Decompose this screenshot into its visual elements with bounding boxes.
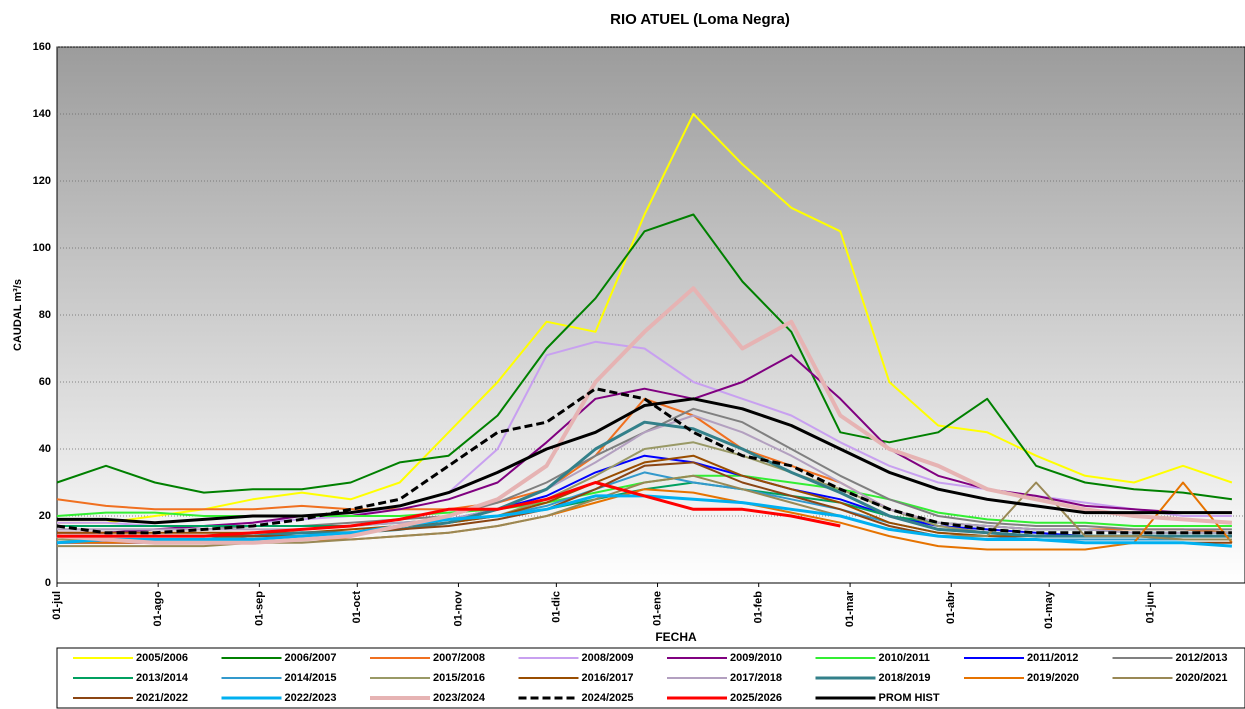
legend-label: 2019/2020 xyxy=(1027,672,1079,684)
x-tick-label: 01-nov xyxy=(452,590,464,626)
x-tick-label: 01-jul xyxy=(51,591,63,620)
x-tick-label: 01-dic xyxy=(550,591,562,623)
y-tick-label: 40 xyxy=(39,443,51,455)
y-tick-label: 0 xyxy=(45,577,51,589)
x-axis-label: FECHA xyxy=(655,630,697,644)
y-tick-label: 20 xyxy=(39,510,51,522)
series-line xyxy=(57,481,841,538)
legend-label: PROM HIST xyxy=(879,692,940,704)
chart-title: RIO ATUEL (Loma Negra) xyxy=(610,11,790,28)
x-tick-label: 01-oct xyxy=(351,591,363,624)
legend-label: 2018/2019 xyxy=(879,672,931,684)
legend-label: 2017/2018 xyxy=(730,672,782,684)
legend-label: 2016/2017 xyxy=(582,672,634,684)
x-tick-label: 01-feb xyxy=(753,591,765,624)
legend-label: 2006/2007 xyxy=(285,652,337,664)
y-tick-label: 60 xyxy=(39,376,51,388)
y-tick-label: 160 xyxy=(33,41,51,53)
series-line xyxy=(56,387,1232,535)
series-line xyxy=(57,354,1232,534)
x-tick-label: 01-ago xyxy=(152,591,164,627)
legend-label: 2024/2025 xyxy=(582,692,634,704)
legend-label: 2013/2014 xyxy=(136,672,189,684)
legend-label: 2021/2022 xyxy=(136,692,188,704)
legend-label: 2023/2024 xyxy=(433,692,486,704)
legend-label: 2007/2008 xyxy=(433,652,485,664)
legend-label: 2025/2026 xyxy=(730,692,782,704)
legend-label: 2011/2012 xyxy=(1027,652,1078,664)
x-tick-label: 01-sep xyxy=(253,591,265,626)
legend-label: 2015/2016 xyxy=(433,672,485,684)
x-tick-label: 01-may xyxy=(1043,590,1055,629)
legend-label: 2010/2011 xyxy=(879,652,930,664)
series-line xyxy=(57,113,1233,524)
y-tick-label: 140 xyxy=(33,108,51,120)
legend-label: 2008/2009 xyxy=(582,652,634,664)
x-tick-label: 01-mar xyxy=(844,590,856,627)
y-tick-label: 120 xyxy=(33,175,51,187)
x-tick-label: 01-jun xyxy=(1144,591,1156,624)
legend-label: 2012/2013 xyxy=(1176,652,1228,664)
x-tick-label: 01-abr xyxy=(945,590,957,624)
legend-label: 2009/2010 xyxy=(730,652,782,664)
series-line xyxy=(57,414,1232,534)
series-line xyxy=(56,213,1233,501)
legend-label: 2020/2021 xyxy=(1176,672,1228,684)
y-tick-label: 100 xyxy=(33,242,51,254)
legend-label: 2014/2015 xyxy=(285,672,337,684)
legend-label: 2022/2023 xyxy=(285,692,337,704)
y-axis-label: CAUDAL m³/s xyxy=(12,279,24,351)
series-line xyxy=(57,397,1232,525)
series-line xyxy=(56,286,1233,545)
legend-label: 2005/2006 xyxy=(136,652,188,664)
y-tick-label: 80 xyxy=(39,309,51,321)
x-tick-label: 01-ene xyxy=(651,591,663,626)
